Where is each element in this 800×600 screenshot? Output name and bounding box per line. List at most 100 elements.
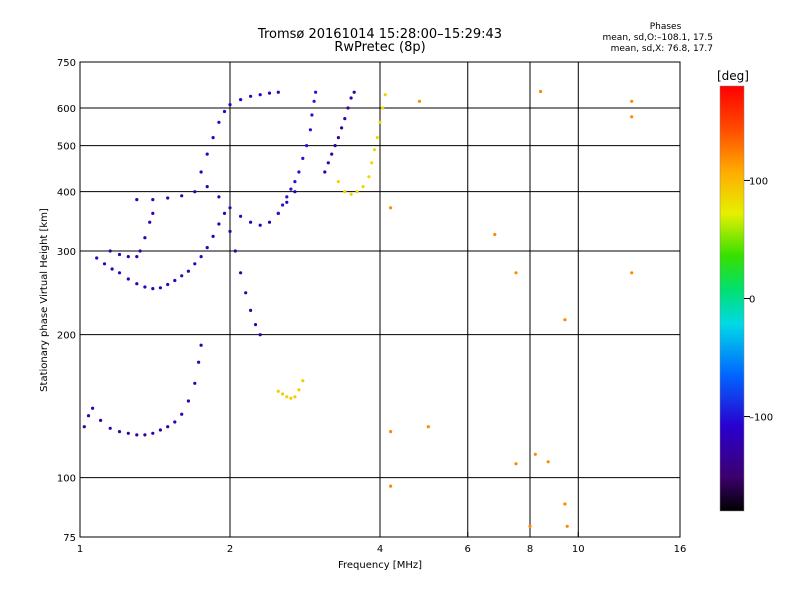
plot-grid	[80, 62, 680, 537]
x-tick-label: 2	[227, 544, 233, 555]
colorbar-tick-label: 100	[749, 176, 768, 187]
data-point	[126, 277, 130, 281]
data-point	[276, 90, 280, 94]
x-tick-label: 6	[465, 544, 471, 555]
data-point	[514, 271, 518, 275]
data-point	[217, 222, 221, 226]
data-point	[135, 433, 139, 437]
data-point	[389, 484, 393, 488]
data-point	[630, 115, 634, 119]
data-point	[253, 323, 258, 327]
data-point	[565, 524, 569, 528]
data-point	[143, 236, 147, 240]
data-point	[285, 200, 289, 204]
data-point	[276, 211, 280, 215]
data-point	[205, 152, 209, 156]
y-tick-label: 600	[57, 104, 76, 115]
data-point	[186, 399, 190, 403]
data-point	[117, 271, 122, 275]
data-point	[346, 106, 350, 110]
data-point	[82, 425, 86, 429]
data-point	[91, 406, 95, 410]
data-point	[301, 379, 305, 383]
y-axis-label: Stationary phase Virtual Height [km]	[39, 208, 50, 392]
data-point	[352, 90, 356, 94]
data-point	[217, 120, 221, 124]
data-point	[197, 360, 201, 364]
data-point	[108, 249, 112, 253]
data-point	[326, 161, 330, 165]
y-tick-label: 500	[57, 142, 76, 153]
data-point	[135, 255, 139, 259]
data-point	[166, 196, 170, 200]
phases-x-mode-line: mean, sd,X: 76.8, 17.7	[610, 44, 713, 54]
data-points	[82, 89, 634, 528]
data-point	[217, 195, 221, 199]
data-point	[199, 255, 203, 259]
data-point	[239, 271, 243, 275]
colorbar-ticks: 100 0 –100	[744, 176, 773, 424]
data-point	[102, 262, 107, 266]
data-point	[336, 180, 340, 184]
data-point	[281, 203, 285, 207]
data-point	[630, 271, 634, 275]
data-point	[158, 286, 162, 290]
data-point	[308, 128, 312, 132]
data-point	[193, 190, 197, 194]
data-point	[193, 262, 197, 266]
y-tick-label: 100	[57, 474, 76, 485]
data-point	[289, 396, 293, 400]
data-point	[239, 214, 243, 218]
data-point	[126, 255, 130, 259]
data-point	[180, 194, 184, 198]
data-point	[276, 389, 280, 393]
data-point	[289, 187, 293, 191]
data-point	[546, 460, 550, 464]
x-tick-label: 10	[572, 544, 585, 555]
data-point	[389, 430, 393, 434]
y-tick-label: 400	[57, 188, 76, 199]
data-point	[249, 94, 253, 98]
data-point	[293, 180, 297, 184]
data-point	[372, 148, 377, 152]
data-point	[193, 381, 197, 385]
data-point	[151, 211, 155, 215]
data-point	[117, 252, 122, 257]
data-point	[166, 425, 170, 429]
data-point	[310, 113, 314, 117]
data-point	[244, 291, 248, 295]
data-point	[249, 220, 253, 224]
x-axis-label: Frequency [MHz]	[338, 560, 422, 571]
data-point	[151, 431, 155, 435]
data-point	[417, 99, 422, 103]
data-point	[228, 229, 232, 233]
data-point	[143, 285, 147, 289]
data-point	[630, 99, 634, 103]
data-point	[336, 136, 340, 140]
data-point	[333, 144, 337, 148]
data-point	[528, 524, 532, 528]
colorbar-tick-label: 0	[749, 295, 755, 306]
data-point	[375, 136, 379, 140]
data-point	[99, 418, 103, 422]
data-point	[340, 126, 344, 130]
data-point	[258, 333, 262, 337]
colorbar-label: [deg]	[717, 69, 749, 83]
data-point	[293, 395, 297, 399]
colorbar-tick-label: –100	[749, 413, 773, 424]
data-point	[343, 117, 347, 121]
data-point	[349, 192, 353, 196]
data-point	[330, 152, 334, 156]
data-point	[533, 452, 537, 456]
data-point	[158, 428, 162, 432]
data-point	[126, 431, 130, 435]
data-point	[285, 195, 289, 199]
data-point	[281, 392, 285, 396]
data-point	[293, 190, 297, 194]
data-point	[173, 278, 177, 283]
data-point	[355, 190, 359, 194]
data-point	[563, 318, 567, 322]
data-point	[343, 190, 347, 194]
colorbar	[719, 85, 745, 512]
